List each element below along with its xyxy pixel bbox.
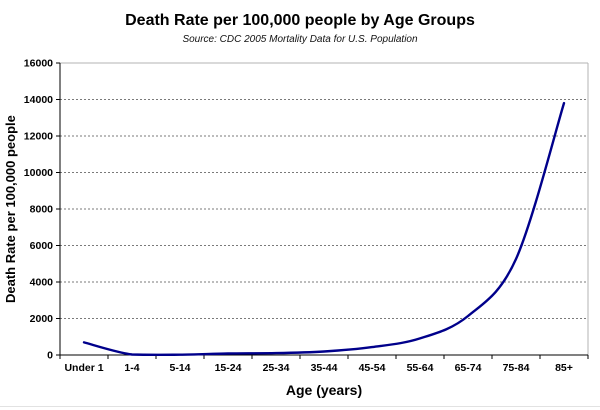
y-tick-label: 2000 (30, 313, 54, 325)
x-tick-label: Under 1 (64, 362, 103, 374)
x-tick-label: 5-14 (169, 362, 190, 374)
y-tick-label: 14000 (24, 94, 53, 106)
y-tick-label: 4000 (30, 277, 54, 289)
chart-subtitle: Source: CDC 2005 Mortality Data for U.S.… (182, 34, 418, 45)
x-tick-label: 1-4 (124, 362, 139, 374)
x-tick-label: 55-64 (407, 362, 434, 374)
x-tick-label: 65-74 (455, 362, 482, 374)
page-bottom-divider (0, 406, 600, 407)
y-tick-label: 10000 (24, 167, 53, 179)
x-tick-label: 75-84 (503, 362, 530, 374)
x-tick-label: 45-54 (359, 362, 386, 374)
y-tick-label: 8000 (30, 204, 54, 216)
x-tick-label: 15-24 (215, 362, 242, 374)
y-tick-label: 12000 (24, 131, 53, 143)
x-tick-label: 85+ (555, 362, 573, 374)
y-tick-label: 0 (47, 350, 53, 362)
x-axis-title: Age (years) (285, 382, 363, 398)
death-rate-line (82, 101, 566, 357)
y-tick-label: 16000 (24, 58, 53, 70)
x-tick-label: 35-44 (311, 362, 338, 374)
x-tick-label: 25-34 (263, 362, 290, 374)
chart-title: Death Rate per 100,000 people by Age Gro… (125, 12, 475, 29)
y-tick-label: 6000 (30, 240, 54, 252)
